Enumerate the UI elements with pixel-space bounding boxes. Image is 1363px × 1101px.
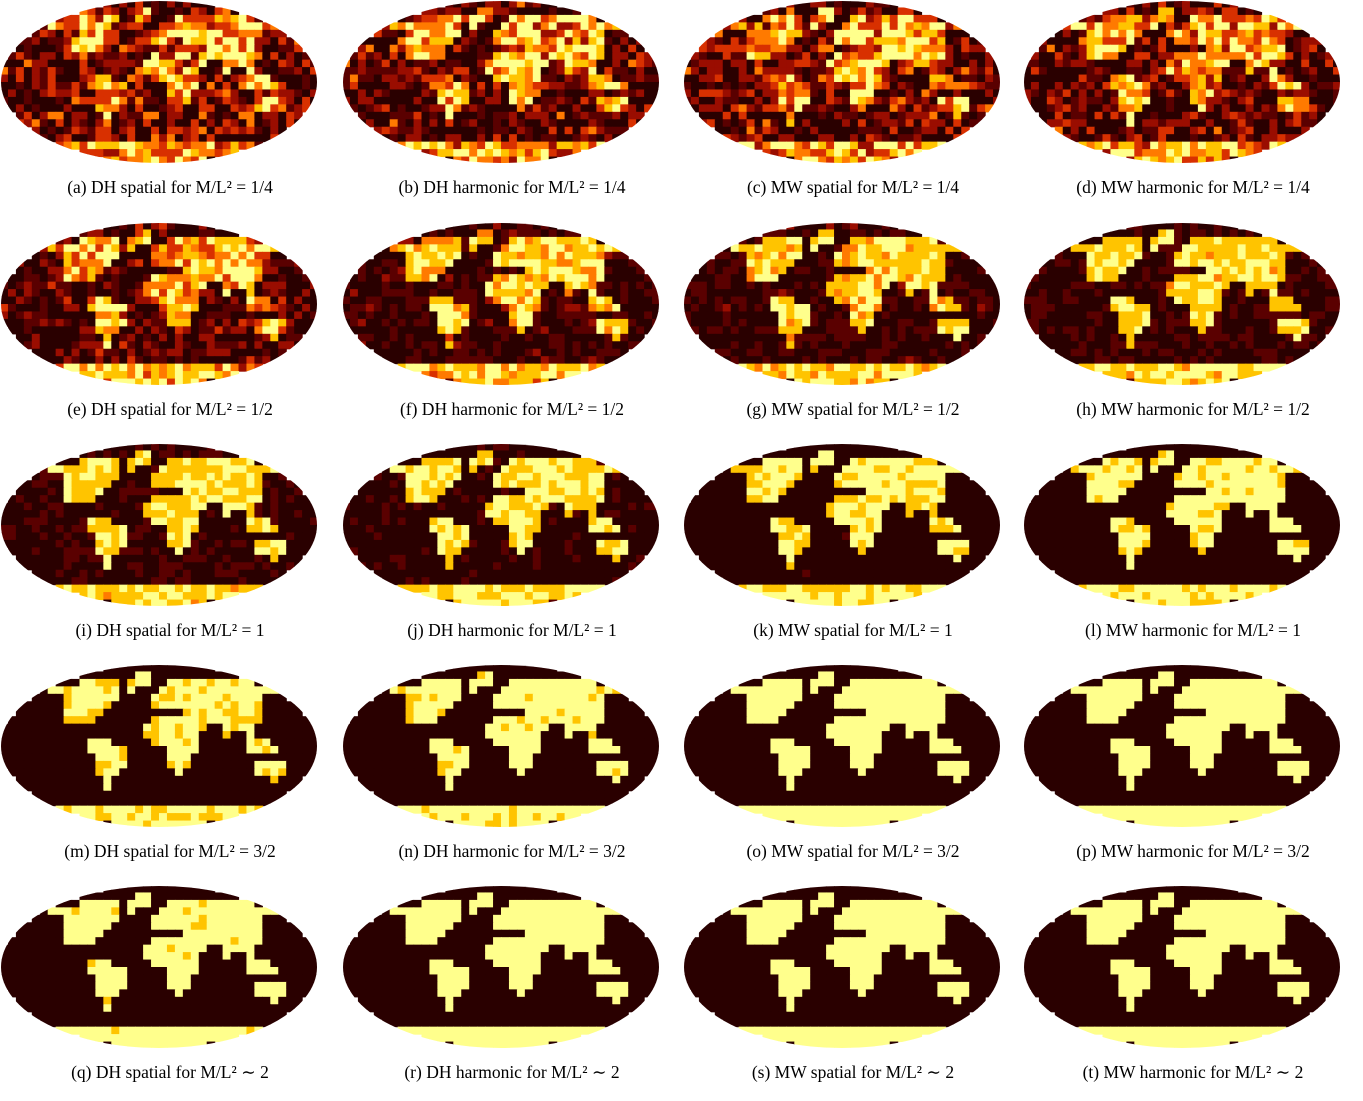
subfigure-caption: (m) DH spatial for M/L² = 3/2	[0, 840, 340, 862]
subfigure-caption: (i) DH spatial for M/L² = 1	[0, 619, 340, 641]
mollweide-map	[0, 222, 318, 386]
mollweide-map	[1023, 222, 1341, 386]
figure-panel: (s) MW spatial for M/L² ∼ 2	[683, 885, 1023, 1101]
figure-panel: (p) MW harmonic for M/L² = 3/2	[1023, 664, 1363, 880]
figure-panel: (d) MW harmonic for M/L² = 1/4	[1023, 0, 1363, 216]
mollweide-map	[0, 664, 318, 828]
mollweide-map	[342, 0, 660, 164]
subfigure-caption: (g) MW spatial for M/L² = 1/2	[683, 398, 1023, 420]
subfigure-caption: (o) MW spatial for M/L² = 3/2	[683, 840, 1023, 862]
figure-panel: (n) DH harmonic for M/L² = 3/2	[342, 664, 682, 880]
subfigure-caption: (c) MW spatial for M/L² = 1/4	[683, 176, 1023, 198]
subfigure-caption: (t) MW harmonic for M/L² ∼ 2	[1023, 1061, 1363, 1083]
subfigure-caption: (s) MW spatial for M/L² ∼ 2	[683, 1061, 1023, 1083]
figure-panel: (o) MW spatial for M/L² = 3/2	[683, 664, 1023, 880]
subfigure-caption: (a) DH spatial for M/L² = 1/4	[0, 176, 340, 198]
figure-panel: (k) MW spatial for M/L² = 1	[683, 443, 1023, 659]
figure-panel: (h) MW harmonic for M/L² = 1/2	[1023, 222, 1363, 438]
subfigure-caption: (n) DH harmonic for M/L² = 3/2	[342, 840, 682, 862]
subfigure-caption: (e) DH spatial for M/L² = 1/2	[0, 398, 340, 420]
subfigure-caption: (b) DH harmonic for M/L² = 1/4	[342, 176, 682, 198]
subfigure-caption: (h) MW harmonic for M/L² = 1/2	[1023, 398, 1363, 420]
mollweide-map	[0, 443, 318, 607]
figure-panel: (q) DH spatial for M/L² ∼ 2	[0, 885, 340, 1101]
mollweide-map	[683, 222, 1001, 386]
figure-panel: (m) DH spatial for M/L² = 3/2	[0, 664, 340, 880]
figure-panel: (b) DH harmonic for M/L² = 1/4	[342, 0, 682, 216]
mollweide-map	[683, 443, 1001, 607]
subfigure-caption: (f) DH harmonic for M/L² = 1/2	[342, 398, 682, 420]
mollweide-map	[342, 885, 660, 1049]
mollweide-map	[1023, 443, 1341, 607]
subfigure-caption: (k) MW spatial for M/L² = 1	[683, 619, 1023, 641]
mollweide-map	[683, 885, 1001, 1049]
figure-panel: (l) MW harmonic for M/L² = 1	[1023, 443, 1363, 659]
mollweide-map	[0, 885, 318, 1049]
figure-panel: (f) DH harmonic for M/L² = 1/2	[342, 222, 682, 438]
mollweide-map	[0, 0, 318, 164]
figure-panel: (a) DH spatial for M/L² = 1/4	[0, 0, 340, 216]
subfigure-caption: (q) DH spatial for M/L² ∼ 2	[0, 1061, 340, 1083]
figure-panel: (i) DH spatial for M/L² = 1	[0, 443, 340, 659]
mollweide-map	[1023, 885, 1341, 1049]
figure-panel: (c) MW spatial for M/L² = 1/4	[683, 0, 1023, 216]
mollweide-map	[1023, 664, 1341, 828]
figure-panel: (g) MW spatial for M/L² = 1/2	[683, 222, 1023, 438]
mollweide-map	[683, 664, 1001, 828]
figure-panel: (t) MW harmonic for M/L² ∼ 2	[1023, 885, 1363, 1101]
subfigure-caption: (p) MW harmonic for M/L² = 3/2	[1023, 840, 1363, 862]
mollweide-map	[342, 222, 660, 386]
figure-panel: (j) DH harmonic for M/L² = 1	[342, 443, 682, 659]
mollweide-map	[1023, 0, 1341, 164]
mollweide-map	[342, 443, 660, 607]
figure-panel: (r) DH harmonic for M/L² ∼ 2	[342, 885, 682, 1101]
figure-panel: (e) DH spatial for M/L² = 1/2	[0, 222, 340, 438]
subfigure-caption: (l) MW harmonic for M/L² = 1	[1023, 619, 1363, 641]
subfigure-caption: (d) MW harmonic for M/L² = 1/4	[1023, 176, 1363, 198]
subfigure-caption: (r) DH harmonic for M/L² ∼ 2	[342, 1061, 682, 1083]
mollweide-map	[342, 664, 660, 828]
subfigure-caption: (j) DH harmonic for M/L² = 1	[342, 619, 682, 641]
mollweide-map	[683, 0, 1001, 164]
